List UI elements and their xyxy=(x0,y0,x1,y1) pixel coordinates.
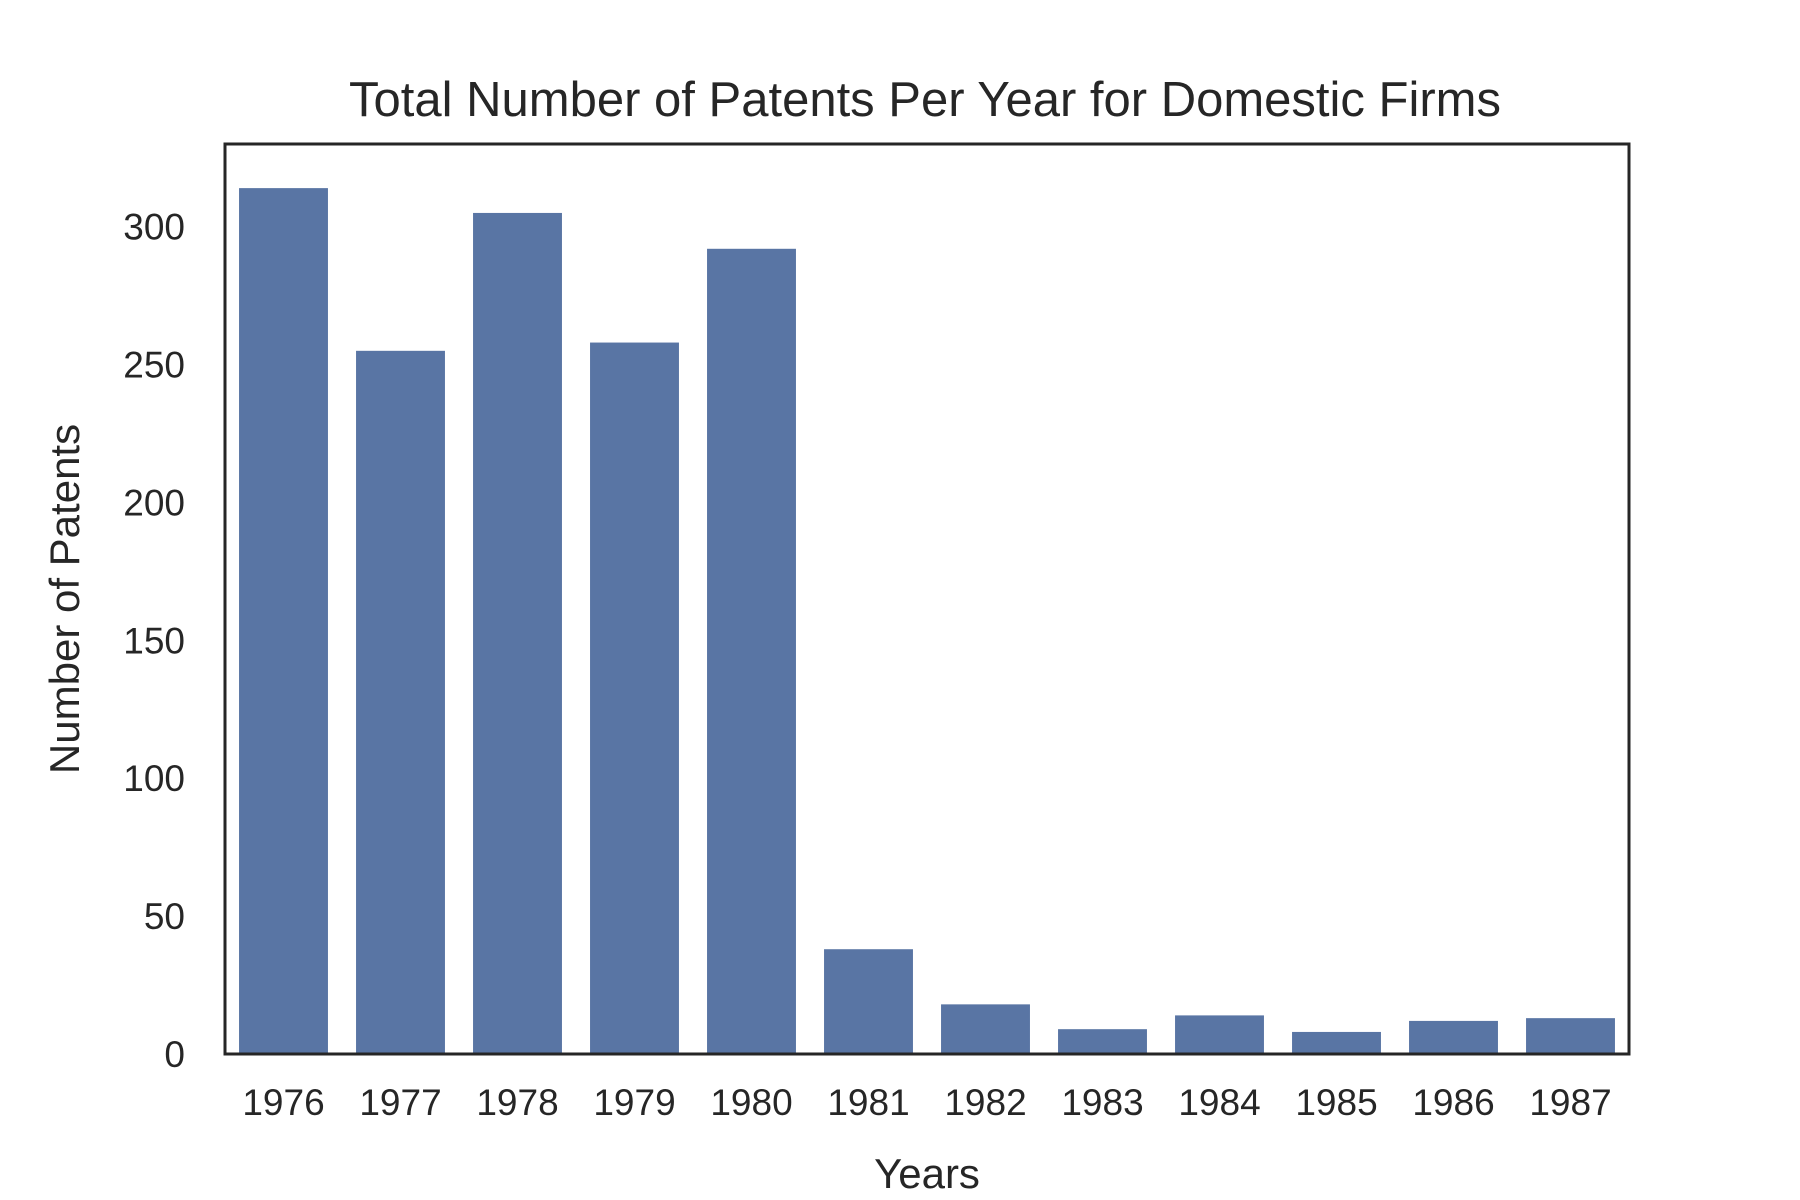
x-tick-label: 1976 xyxy=(242,1082,324,1123)
bar-1984 xyxy=(1175,1015,1264,1054)
x-tick-label: 1980 xyxy=(710,1082,792,1123)
y-tick-label: 150 xyxy=(123,620,185,661)
bar-1978 xyxy=(473,213,562,1054)
x-tick-label: 1979 xyxy=(593,1082,675,1123)
x-tick-labels: 1976 1977 1978 1979 1980 1981 1982 1983 1984 1985… xyxy=(242,1082,1611,1123)
bar-1980 xyxy=(707,249,796,1054)
x-tick-label: 1981 xyxy=(827,1082,909,1123)
x-tick-label: 1978 xyxy=(476,1082,558,1123)
y-tick-label: 100 xyxy=(123,758,185,799)
x-tick-label: 1977 xyxy=(359,1082,441,1123)
y-axis-label: Number of Patents xyxy=(41,424,88,774)
x-tick-label: 1987 xyxy=(1529,1082,1611,1123)
bar-1979 xyxy=(590,343,679,1054)
y-tick-labels: 0 50 100 150 200 250 300 xyxy=(123,207,185,1075)
y-tick-label: 200 xyxy=(123,482,185,523)
y-tick-label: 0 xyxy=(164,1034,185,1075)
bar-1986 xyxy=(1409,1021,1498,1054)
x-axis-label: Years xyxy=(874,1150,980,1197)
bars-group xyxy=(239,188,1615,1054)
x-tick-label: 1986 xyxy=(1412,1082,1494,1123)
chart-title: Total Number of Patents Per Year for Dom… xyxy=(349,73,1501,127)
y-tick-label: 250 xyxy=(123,345,185,386)
bar-1983 xyxy=(1058,1029,1147,1054)
bar-1976 xyxy=(239,188,328,1054)
x-tick-label: 1982 xyxy=(944,1082,1026,1123)
x-tick-label: 1984 xyxy=(1178,1082,1260,1123)
bar-1977 xyxy=(356,351,445,1054)
y-tick-label: 300 xyxy=(123,207,185,248)
bar-1985 xyxy=(1292,1032,1381,1054)
bar-1981 xyxy=(824,949,913,1054)
y-tick-label: 50 xyxy=(144,896,185,937)
bar-1982 xyxy=(941,1004,1030,1054)
bar-1987 xyxy=(1526,1018,1615,1054)
x-tick-label: 1985 xyxy=(1295,1082,1377,1123)
x-tick-label: 1983 xyxy=(1061,1082,1143,1123)
